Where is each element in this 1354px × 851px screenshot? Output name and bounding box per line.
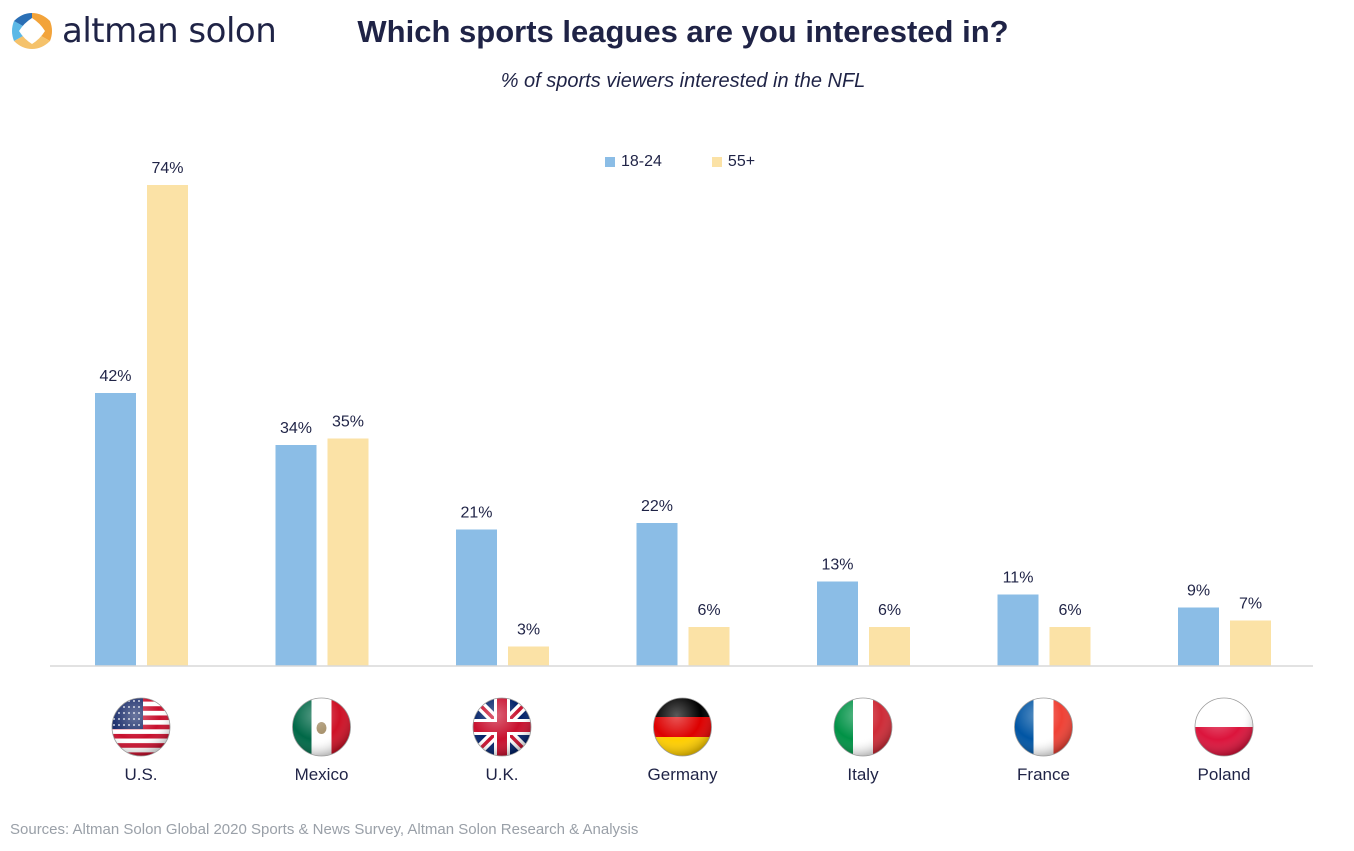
chart-legend: 18-24 55+: [605, 153, 805, 171]
data-label-italy-55-plus: 6%: [878, 602, 901, 619]
data-label-poland-18-24: 9%: [1187, 583, 1210, 600]
data-label-germany-55-plus: 6%: [697, 602, 720, 619]
category-label: Italy: [847, 765, 879, 784]
bar-us-18-24: [95, 393, 136, 666]
category-label: Mexico: [295, 765, 349, 784]
data-label-us-55-plus: 74%: [151, 160, 183, 177]
data-label-poland-55-plus: 7%: [1239, 596, 1262, 613]
legend-label-55-plus: 55+: [727, 153, 756, 170]
data-label-us-18-24: 42%: [99, 368, 131, 385]
data-label-uk-55-plus: 3%: [517, 622, 540, 639]
bar-germany-18-24: [636, 523, 678, 666]
legend-swatch-55-plus: [711, 157, 722, 167]
data-label-uk-18-24: 21%: [460, 505, 492, 522]
chart-title: Which sports leagues are you interested …: [357, 14, 1009, 49]
bar-chart: 42% 74% 34% 35% 21% 3% 22% 6% 13% 6% 11% 6% 9% 7% U.S…: [50, 160, 1313, 784]
bar-mexico-18-24: [275, 445, 317, 666]
italy-flag-icon: [833, 697, 893, 757]
mexico-flag-icon: [292, 697, 351, 757]
legend-item-55-plus: 55+: [711, 153, 756, 171]
bar-italy-55-plus: [869, 627, 910, 666]
brand-name: altman solon: [62, 11, 277, 51]
brand-logo: altman solon: [10, 8, 277, 54]
poland-flag-icon: [1194, 697, 1254, 757]
data-label-france-55-plus: 6%: [1058, 602, 1081, 619]
data-label-france-18-24: 11%: [1003, 570, 1034, 587]
legend-item-18-24: 18-24: [605, 153, 662, 171]
bar-germany-55-plus: [688, 627, 730, 666]
bar-uk-55-plus: [508, 646, 549, 666]
category-label: Poland: [1198, 765, 1251, 784]
france-flag-icon: [1014, 697, 1073, 757]
bar-poland-18-24: [1178, 607, 1219, 666]
data-label-mexico-55-plus: 35%: [332, 414, 364, 431]
data-label-italy-18-24: 13%: [821, 557, 853, 574]
category-label: U.S.: [124, 765, 157, 784]
source-note: Sources: Altman Solon Global 2020 Sports…: [10, 821, 639, 838]
bar-uk-18-24: [456, 529, 497, 666]
data-label-germany-18-24: 22%: [641, 498, 673, 515]
bar-france-55-plus: [1049, 627, 1091, 666]
uk-flag-icon: [472, 697, 532, 757]
category-label: France: [1017, 765, 1070, 784]
bar-us-55-plus: [147, 185, 188, 666]
us-flag-icon: [111, 697, 171, 757]
bar-france-18-24: [997, 594, 1039, 666]
category-label: Germany: [648, 765, 718, 784]
bar-mexico-55-plus: [327, 438, 369, 666]
bar-poland-55-plus: [1230, 620, 1271, 666]
chart-subtitle: % of sports viewers interested in the NF…: [500, 70, 866, 92]
legend-swatch-18-24: [605, 157, 615, 167]
data-label-mexico-18-24: 34%: [280, 420, 312, 437]
germany-flag-icon: [653, 697, 712, 757]
category-label: U.K.: [485, 765, 518, 784]
altman-solon-logo-icon: [12, 13, 52, 49]
legend-label-18-24: 18-24: [621, 153, 662, 170]
bar-italy-18-24: [817, 581, 858, 666]
